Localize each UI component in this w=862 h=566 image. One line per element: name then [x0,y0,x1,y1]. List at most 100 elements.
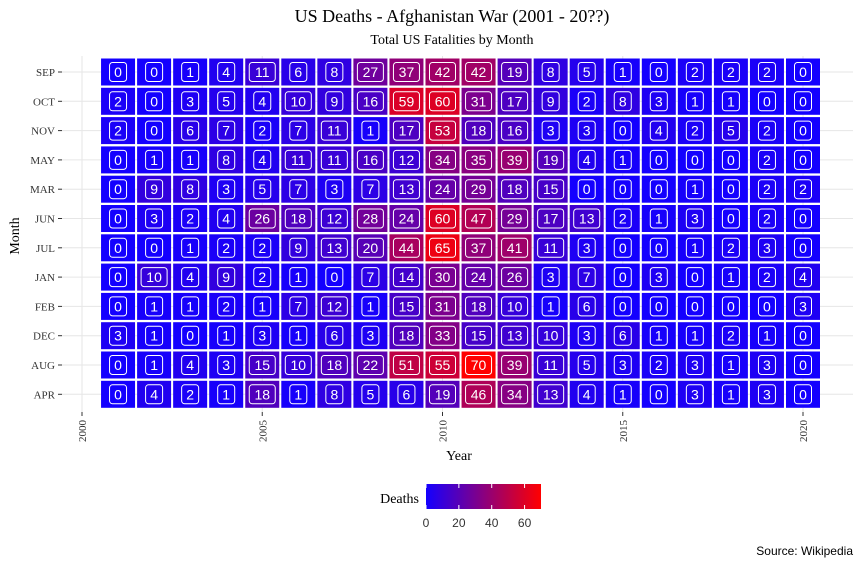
tile-label-box [429,355,456,375]
tile: 2 [101,117,136,145]
tile-label-box [794,237,812,258]
tile-value-label: 0 [799,152,807,168]
tile-value-label: 34 [435,152,451,168]
tile-value-label: 0 [114,357,122,373]
tile-label-box [721,325,740,346]
tile-label-box [140,267,168,288]
tile-label-box [392,325,420,346]
tile: 9 [209,263,244,291]
tile: 2 [749,205,784,232]
tile-value-label: 0 [114,298,122,314]
tile-value-label: 6 [619,328,627,344]
tile-label-box [613,149,632,170]
tile-label-box [649,237,668,258]
tile: 3 [677,351,712,379]
tile: 47 [461,205,496,232]
tile-label-box [721,62,740,82]
tile-label-box [501,91,529,112]
tile-label-box [721,208,740,229]
tile-label-box [325,384,344,405]
tile-label-box [685,149,704,170]
tile: 6 [173,117,208,145]
tile-label-box [289,179,308,200]
tile: 35 [461,146,496,174]
tile-value-label: 4 [258,152,266,168]
tile-label-box [392,208,420,229]
tile: 16 [497,117,532,145]
tile-value-label: 2 [655,357,663,373]
tile-label-box [685,384,704,405]
tile-value-label: 7 [294,181,302,197]
x-axis: 2000 2005 2010 2015 2020 [77,412,810,442]
tile: 6 [569,292,604,320]
tile-label-box [248,355,276,375]
tile: 0 [641,292,676,320]
tile-value-label: 0 [583,181,591,197]
tile: 1 [605,380,640,408]
tile: 0 [605,263,640,291]
tile-value-label: 3 [222,357,230,373]
tile-value-label: 5 [222,93,230,109]
tile-label-box [685,296,704,317]
tile-label-box [217,120,236,141]
tile: 2 [641,351,676,379]
tile: 8 [605,87,640,115]
tile-label-box [429,325,456,346]
tile-value-label: 8 [619,93,627,109]
tile: 4 [209,58,244,86]
tile-value-label: 1 [186,240,194,256]
tile-label-box [685,62,704,82]
tile: 42 [461,58,496,86]
tile: 0 [713,146,748,174]
tile: 1 [641,322,676,350]
tile-value-label: 0 [799,123,807,139]
tile-label-box [429,267,456,288]
tile-value-label: 27 [363,64,379,80]
tile: 1 [281,322,316,350]
legend-colorbar [426,484,541,509]
y-tick-label: JAN [35,272,55,284]
tile: 0 [101,205,136,232]
legend-tick-label: 40 [485,516,499,530]
tile-label-box [217,267,236,288]
tile-label-box [253,237,272,258]
tile: 10 [281,87,316,115]
tile: 0 [786,58,820,86]
tile-label-box [721,355,740,375]
tile-value-label: 30 [435,269,451,285]
tile-value-label: 6 [403,386,411,402]
tile-value-label: 3 [763,357,771,373]
tile-value-label: 0 [655,64,663,80]
tile: 18 [281,205,316,232]
tile-label-box [181,62,200,82]
tile-value-label: 1 [150,357,158,373]
tile-value-label: 42 [435,64,451,80]
tile-value-label: 1 [655,211,663,227]
tile-label-box [356,62,384,82]
tile-label-box [613,91,632,112]
tile: 0 [677,146,712,174]
tile: 3 [533,117,568,145]
tile-label-box [248,62,276,82]
tile-value-label: 2 [222,298,230,314]
tile-value-label: 18 [327,357,343,373]
tile-label-box [465,384,493,405]
tile-value-label: 13 [399,181,415,197]
tile: 9 [137,175,172,203]
tile: 0 [101,292,136,320]
tile-value-label: 44 [399,240,415,256]
tile-value-label: 11 [255,64,270,80]
tile: 15 [533,175,568,203]
tile: 11 [533,234,568,262]
tile-value-label: 8 [330,386,338,402]
tile-value-label: 0 [799,328,807,344]
tile-value-label: 24 [471,269,487,285]
tile-label-box [145,384,164,405]
tile: 26 [245,205,280,232]
tile-value-label: 4 [799,269,807,285]
tile-label-box [721,296,740,317]
tile-value-label: 0 [799,64,807,80]
tile-label-box [757,120,776,141]
tile-label-box [465,91,493,112]
tiles-layer: 0 0 1 4 11 6 8 27 37 42 42 19 8 5 1 0 2 2 2 02 0 3 5 4 10 9 16 59 60… [101,58,820,408]
